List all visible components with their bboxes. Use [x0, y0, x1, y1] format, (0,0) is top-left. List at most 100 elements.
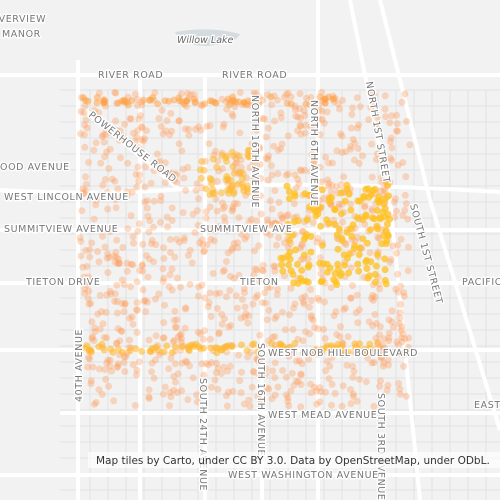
incident-dot [305, 355, 313, 363]
incident-dot [369, 187, 377, 195]
incident-dot [218, 151, 226, 159]
incident-dot [371, 293, 379, 301]
incident-dot [371, 270, 379, 278]
incident-dot [157, 218, 164, 226]
incident-dot [328, 188, 335, 196]
incident-dot [248, 383, 256, 391]
incident-dot [271, 391, 279, 399]
incident-dot [158, 106, 166, 114]
incident-dot [104, 269, 112, 277]
incident-dot [181, 324, 189, 332]
incident-dot [228, 183, 236, 190]
incident-dot [161, 97, 169, 105]
incident-dot [206, 289, 214, 297]
street-label: EAST [474, 400, 500, 411]
incident-dot [236, 129, 244, 137]
incident-dot [284, 89, 292, 97]
incident-dot [152, 295, 159, 303]
incident-dot [349, 393, 357, 400]
incident-dot [80, 189, 88, 197]
incident-dot [267, 93, 275, 101]
incident-dot [371, 101, 379, 109]
incident-dot [381, 195, 389, 203]
incident-dot [213, 177, 221, 185]
incident-dot [294, 378, 302, 385]
incident-dot [103, 291, 111, 299]
incident-dot [370, 347, 378, 354]
incident-dot [303, 216, 311, 224]
incident-dot [213, 163, 221, 171]
incident-dot [88, 335, 96, 342]
incident-dot [250, 368, 258, 376]
incident-dot [388, 318, 396, 326]
incident-dot [347, 124, 355, 132]
incident-dot [302, 121, 310, 129]
incident-dot [97, 159, 105, 167]
incident-dot [134, 163, 142, 171]
incident-dot [135, 358, 143, 366]
incident-dot [333, 331, 341, 338]
incident-dot [229, 162, 237, 170]
incident-dot [378, 179, 386, 187]
incident-dot [118, 276, 126, 284]
incident-dot [205, 299, 213, 306]
incident-dot [133, 371, 141, 379]
incident-dot [282, 171, 290, 179]
incident-dot [296, 105, 304, 113]
incident-dot [271, 267, 279, 275]
incident-dot [341, 349, 349, 357]
incident-dot [216, 289, 224, 297]
incident-dot [83, 281, 91, 289]
incident-dot [334, 100, 342, 108]
incident-dot [362, 185, 370, 193]
incident-dot [401, 191, 409, 199]
incident-dot [395, 380, 403, 387]
incident-dot [396, 349, 404, 357]
street-label: SOUTH 3RD AVENUE [375, 393, 386, 500]
incident-dot [271, 333, 279, 340]
incident-dot [198, 360, 206, 368]
incident-dot [100, 98, 108, 106]
incident-dot [278, 308, 286, 316]
incident-dot [195, 195, 202, 203]
incident-dot [266, 197, 274, 205]
incident-dot [339, 382, 347, 390]
incident-dot [300, 300, 308, 308]
incident-dot [167, 393, 175, 401]
incident-dot [307, 123, 315, 131]
incident-dot [307, 286, 314, 293]
incident-dot [373, 222, 381, 230]
incident-dot [380, 200, 388, 208]
incident-dot [231, 200, 238, 207]
incident-dot [85, 354, 92, 362]
incident-dot [398, 334, 406, 342]
incident-dot [192, 186, 200, 194]
incident-dot [373, 319, 380, 327]
incident-dot [318, 186, 326, 194]
incident-dot [246, 153, 254, 161]
incident-dot [322, 153, 330, 161]
incident-dot [367, 104, 375, 112]
incident-dot [274, 96, 281, 104]
incident-dot [301, 166, 309, 174]
incident-dot [377, 377, 384, 385]
incident-dot [269, 367, 277, 375]
incident-dot [318, 277, 326, 285]
incident-dot [114, 185, 122, 193]
incident-dot [298, 242, 306, 250]
incident-dot [290, 218, 298, 226]
incident-dot [267, 221, 275, 229]
incident-dot [263, 384, 271, 392]
incident-dot [353, 291, 361, 299]
incident-dot [181, 125, 189, 133]
incident-dot [316, 398, 324, 406]
incident-dot [286, 237, 293, 244]
incident-dot [315, 296, 323, 304]
incident-dot [80, 109, 88, 117]
incident-dot [153, 158, 161, 166]
incident-dot [115, 255, 122, 263]
incident-dot [91, 324, 99, 332]
incident-dot [93, 99, 101, 107]
incident-dot [297, 114, 305, 122]
incident-dot [129, 261, 137, 269]
